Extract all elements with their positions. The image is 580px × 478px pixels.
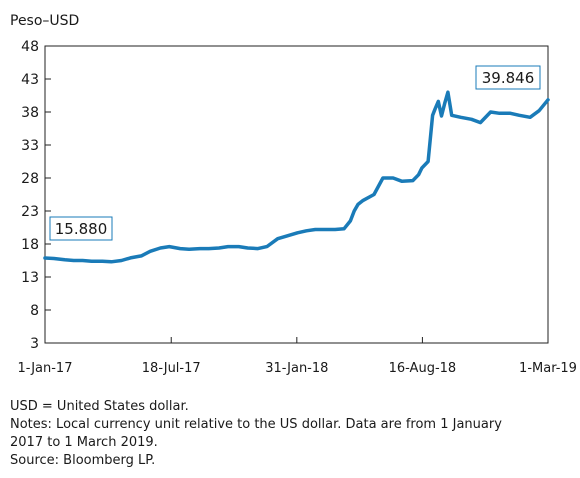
y-tick-label: 43 [21, 72, 39, 88]
y-tick-label: 38 [21, 105, 39, 121]
annotations: 15.880 39.846 [49, 65, 541, 241]
start-value-label: 15.880 [55, 220, 108, 238]
note-description: Notes: Local currency unit relative to t… [10, 417, 502, 432]
x-tick-label: 1-Mar-19 [519, 361, 577, 376]
y-tick-label: 8 [30, 303, 39, 319]
note-source: Source: Bloomberg LP. [10, 453, 156, 468]
plot-frame [44, 45, 549, 344]
y-tick-label: 13 [21, 270, 39, 286]
end-value-label: 39.846 [482, 69, 535, 87]
y-tick-label: 33 [21, 138, 39, 154]
start-value-box [49, 216, 113, 241]
y-tick-label: 18 [21, 237, 39, 253]
note-abbreviation: USD = United States dollar. [10, 399, 189, 414]
x-tick-label: 16-Aug-18 [389, 361, 457, 376]
y-tick-label: 3 [30, 336, 39, 352]
y-tick-label: 28 [21, 171, 39, 187]
x-tick-label: 18-Jul-17 [142, 361, 201, 376]
x-tick-label: 31-Jan-18 [265, 361, 328, 376]
chart-notes: USD = United States dollar. Notes: Local… [10, 398, 575, 470]
x-axis: 1-Jan-17 18-Jul-17 31-Jan-18 16-Aug-18 1-Mar… [18, 337, 577, 376]
peso-usd-series-line [43, 90, 550, 264]
y-axis-title: Peso–USD [10, 13, 79, 29]
y-tick-label: 48 [21, 39, 39, 55]
x-tick-label: 1-Jan-17 [18, 361, 73, 376]
y-tick-label: 23 [21, 204, 39, 220]
end-value-box [475, 65, 541, 90]
note-description-continued: 2017 to 1 March 2019. [10, 435, 158, 450]
